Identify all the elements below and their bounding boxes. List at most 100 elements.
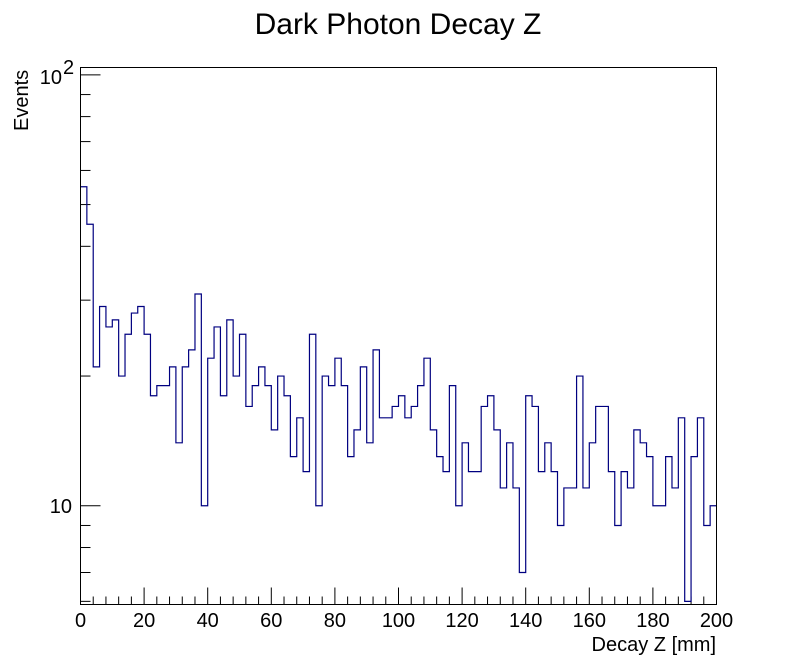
plot-frame: [80, 67, 717, 605]
histogram-bin: [138, 307, 144, 605]
x-tick-label: 140: [509, 610, 542, 632]
histogram-bin: [634, 430, 640, 605]
histogram-bin: [233, 376, 239, 604]
histogram-bin: [615, 525, 621, 604]
histogram-bin: [246, 406, 252, 604]
histogram-bin: [367, 443, 373, 605]
histogram-bin: [647, 457, 653, 605]
histogram-bin: [583, 488, 589, 605]
histogram-bin: [81, 187, 87, 605]
histogram-bin: [182, 367, 188, 605]
histogram-bin: [106, 327, 112, 605]
histogram-series: [80, 186, 717, 605]
histogram-bin: [297, 418, 303, 605]
histogram-bin: [131, 313, 137, 604]
histogram-bin: [399, 396, 405, 605]
histogram-bin: [456, 506, 462, 605]
histogram-bin: [462, 443, 468, 605]
histogram-bin: [538, 472, 544, 605]
histogram-bin: [329, 386, 335, 605]
histogram-bin: [220, 396, 226, 605]
histogram-bin: [214, 327, 220, 605]
chart-title: Dark Photon Decay Z: [255, 8, 542, 41]
histogram-bin: [335, 358, 341, 604]
histogram-bin: [100, 307, 106, 605]
histogram-step-line: [80, 186, 717, 602]
histogram-bin: [443, 472, 449, 605]
histogram-bin: [150, 396, 156, 605]
y-tick-label-100-exponent: 2: [63, 57, 74, 79]
histogram-bin: [170, 367, 176, 605]
x-tick-label: 200: [700, 610, 733, 632]
histogram-bin: [666, 457, 672, 605]
histogram-bin: [704, 525, 710, 604]
histogram-bin: [551, 472, 557, 605]
x-tick-label: 180: [636, 610, 669, 632]
x-tick-label: 40: [197, 610, 219, 632]
histogram-bin: [488, 396, 494, 605]
histogram-bin: [195, 294, 201, 604]
histogram-bin: [309, 334, 315, 604]
histogram-bin: [532, 406, 538, 604]
histogram-bin: [545, 443, 551, 605]
histogram-bin: [481, 406, 487, 604]
histogram-bin: [564, 488, 570, 605]
x-tick-label: 80: [324, 610, 346, 632]
x-tick-label: 20: [133, 610, 155, 632]
histogram-bin: [322, 376, 328, 604]
histogram-bin: [589, 443, 595, 605]
histogram-bin: [653, 506, 659, 605]
histogram-bin: [500, 488, 506, 605]
histogram-bin: [697, 418, 703, 605]
histogram-bin: [341, 386, 347, 605]
histogram-bin: [316, 506, 322, 605]
histogram-bin: [596, 406, 602, 604]
histogram-bin: [208, 358, 214, 604]
histogram-bin: [354, 430, 360, 605]
histogram-bin: [449, 386, 455, 605]
x-axis-label: Decay Z [mm]: [592, 634, 716, 656]
histogram-bin: [379, 418, 385, 605]
histogram-bin: [570, 488, 576, 605]
x-tick-label: 160: [573, 610, 606, 632]
histogram-bin: [252, 386, 258, 605]
histogram-bin: [411, 406, 417, 604]
histogram-bin: [265, 386, 271, 605]
histogram-bin: [405, 418, 411, 605]
histogram-bin: [348, 457, 354, 605]
x-tick-label: 60: [260, 610, 282, 632]
histogram-bin: [659, 506, 665, 605]
histogram-bin: [284, 396, 290, 605]
histogram-bin: [678, 418, 684, 605]
histogram-bin: [577, 376, 583, 604]
histogram-bin: [513, 488, 519, 605]
histogram-bin: [710, 506, 716, 605]
x-tick-label: 100: [382, 610, 415, 632]
histogram-bin: [672, 488, 678, 605]
histogram-bin: [494, 430, 500, 605]
histogram-bin: [360, 367, 366, 605]
histogram-bin: [176, 443, 182, 605]
histogram-bin: [259, 367, 265, 605]
histogram-bin: [157, 386, 163, 605]
histogram-bin: [558, 525, 564, 604]
x-tick-label: 120: [445, 610, 478, 632]
histogram-bin: [271, 430, 277, 605]
histogram-bin: [507, 443, 513, 605]
histogram-bin: [144, 334, 150, 604]
y-tick-label-100-base: 10: [40, 67, 62, 89]
histogram-bin: [640, 443, 646, 605]
histogram-bin: [189, 350, 195, 605]
histogram-bin: [227, 320, 233, 605]
histogram-bin: [602, 406, 608, 604]
histogram-bin: [240, 334, 246, 604]
histogram-bin: [386, 418, 392, 605]
histogram-bin: [608, 472, 614, 605]
x-tick-label: 0: [75, 610, 86, 632]
histogram-bin: [430, 430, 436, 605]
histogram-bin: [424, 358, 430, 604]
histogram-bin: [437, 457, 443, 605]
histogram-bin: [373, 350, 379, 605]
histogram-bin: [691, 457, 697, 605]
